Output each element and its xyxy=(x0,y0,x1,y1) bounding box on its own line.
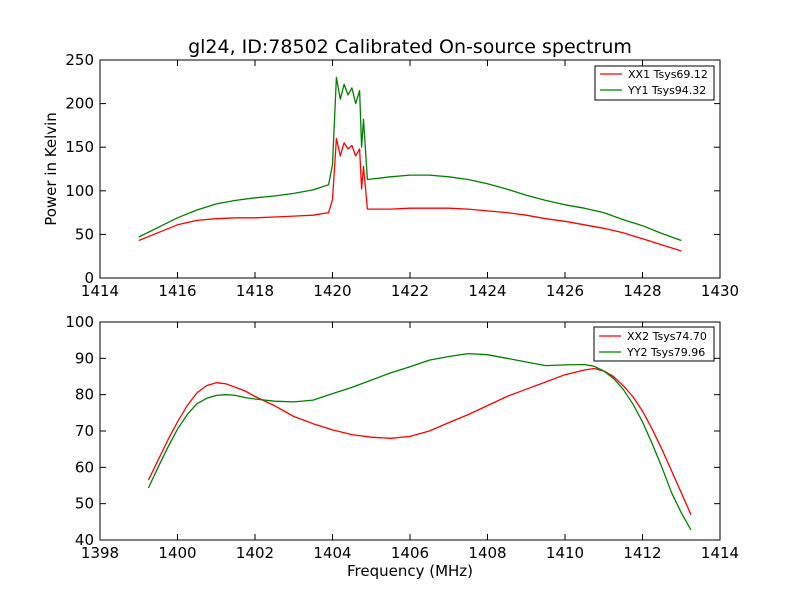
x-tick-label: 1428 xyxy=(623,282,661,300)
x-tick-label: 1400 xyxy=(158,544,196,562)
y-tick-label: 60 xyxy=(75,458,94,476)
bottom-subplot: 1398 1400 1402 1404 1406 1408 1410 1412 1414 40 50… xyxy=(65,313,739,580)
y-tick-label: 100 xyxy=(65,313,94,331)
legend-box xyxy=(593,326,715,362)
x-tick-label: 1406 xyxy=(391,544,429,562)
series-line-yy1 xyxy=(138,76,682,242)
chart-title: gl24, ID:78502 Calibrated On-source spec… xyxy=(188,36,632,58)
x-tick-label: 1412 xyxy=(623,544,661,562)
y-tick-label: 80 xyxy=(75,386,94,404)
y-tick-label: 70 xyxy=(75,422,94,440)
y-tick-label: 200 xyxy=(65,95,94,113)
x-tick-label: 1414 xyxy=(701,544,739,562)
x-tick-label: 1398 xyxy=(81,544,119,562)
x-tick-label: 1416 xyxy=(158,282,196,300)
legend-label-yy2: YY2 Tsys79.96 xyxy=(626,346,705,359)
y-tick-label: 100 xyxy=(65,182,94,200)
y-tick-label: 90 xyxy=(75,349,94,367)
y-tick-label: 50 xyxy=(75,225,94,243)
top-subplot: gl24, ID:78502 Calibrated On-source spec… xyxy=(42,36,739,300)
series-line-xx1 xyxy=(138,137,682,252)
x-tick-label: 1418 xyxy=(236,282,274,300)
y-tick-label: 250 xyxy=(65,51,94,69)
x-tick-label: 1408 xyxy=(468,544,506,562)
x-tick-label: 1402 xyxy=(236,544,274,562)
legend-box xyxy=(594,65,715,101)
x-axis-label: Frequency (MHz) xyxy=(347,562,473,580)
x-tick-label: 1422 xyxy=(391,282,429,300)
legend: XX1 Tsys69.12 YY1 Tsys94.32 xyxy=(594,65,715,101)
x-tick-label: 1424 xyxy=(468,282,506,300)
y-tick-label: 50 xyxy=(75,495,94,513)
x-tick-label: 1426 xyxy=(546,282,584,300)
series-line-yy2 xyxy=(147,352,692,531)
y-tick-label: 150 xyxy=(65,138,94,156)
series-line-xx2 xyxy=(147,367,692,515)
y-tick-label: 40 xyxy=(75,531,94,549)
x-tick-label: 1410 xyxy=(546,544,584,562)
x-tick-label: 1430 xyxy=(701,282,739,300)
y-tick-label: 0 xyxy=(84,269,94,287)
legend: XX2 Tsys74.70 YY2 Tsys79.96 xyxy=(593,326,715,362)
y-axis-label: Power in Kelvin xyxy=(42,112,60,226)
legend-label-xx1: XX1 Tsys69.12 xyxy=(628,68,708,81)
legend-label-xx2: XX2 Tsys74.70 xyxy=(627,330,707,343)
legend-label-yy1: YY1 Tsys94.32 xyxy=(627,84,706,97)
x-tick-label: 1414 xyxy=(81,282,119,300)
x-tick-label: 1420 xyxy=(313,282,351,300)
x-tick-label: 1404 xyxy=(313,544,351,562)
